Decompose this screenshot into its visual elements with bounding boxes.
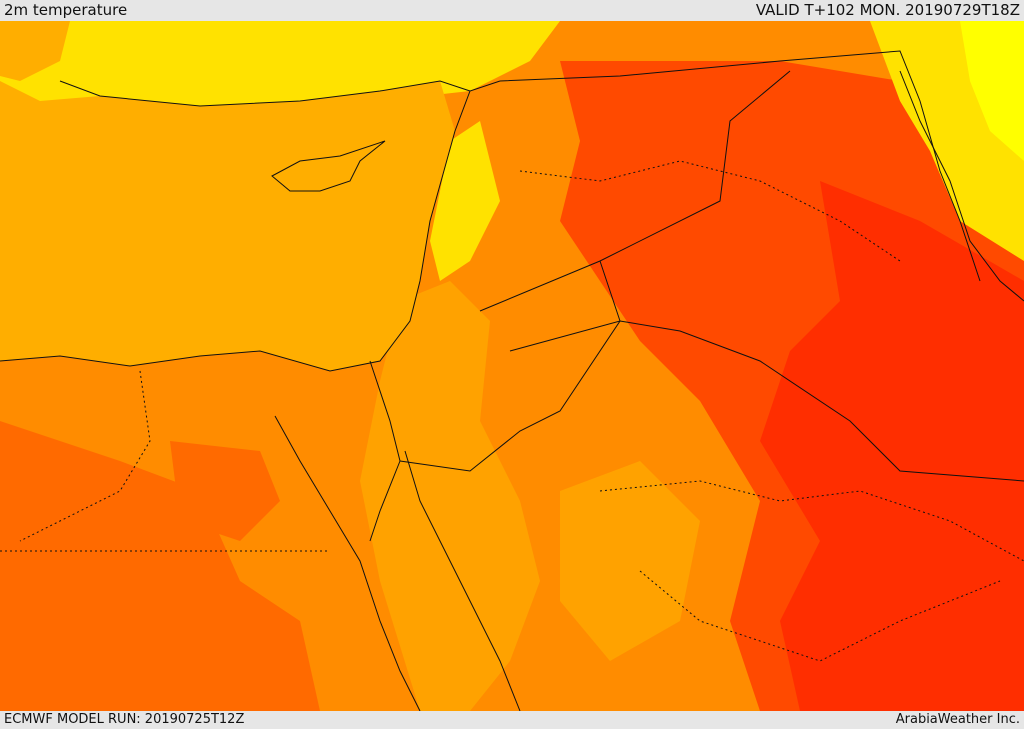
border-egypt-israel — [369, 360, 401, 542]
model-run: ECMWF MODEL RUN: 20190725T12Z — [4, 712, 245, 727]
coastline-anatolia — [59, 80, 471, 107]
border-jordan-east — [399, 260, 621, 472]
hot-zone-west — [0, 421, 320, 711]
credit: ArabiaWeather Inc. — [895, 712, 1020, 727]
coastline-gulf — [899, 70, 1024, 302]
field-title: 2m temperature — [4, 1, 128, 19]
mild-band-arabia — [560, 461, 700, 661]
coastline-red-sea-west — [274, 415, 421, 711]
border-libya-egypt — [19, 370, 151, 542]
aegean-sea — [0, 21, 70, 81]
cyprus-outline — [271, 140, 386, 192]
valid-time: VALID T+102 MON. 20190729T18Z — [755, 1, 1020, 19]
border-jordan-saudi — [479, 70, 791, 312]
very-hot-zone — [760, 181, 1024, 711]
coastline-red-sea-east — [404, 450, 521, 711]
footer-bar: ECMWF MODEL RUN: 20190725T12Z ArabiaWeat… — [0, 711, 1024, 729]
mild-band-levant — [360, 281, 540, 711]
mediterranean-sea — [0, 81, 455, 371]
hot-zone-egypt — [170, 441, 280, 541]
border-internal — [639, 570, 1001, 662]
coastline-levant-egypt — [0, 80, 501, 372]
temperature-map — [0, 21, 1024, 711]
cold-zone-mountains — [960, 21, 1024, 161]
border-iraq-syria — [499, 50, 981, 282]
cool-zone-lebanon — [430, 121, 500, 281]
header-bar: 2m temperature VALID T+102 MON. 20190729… — [0, 0, 1024, 21]
